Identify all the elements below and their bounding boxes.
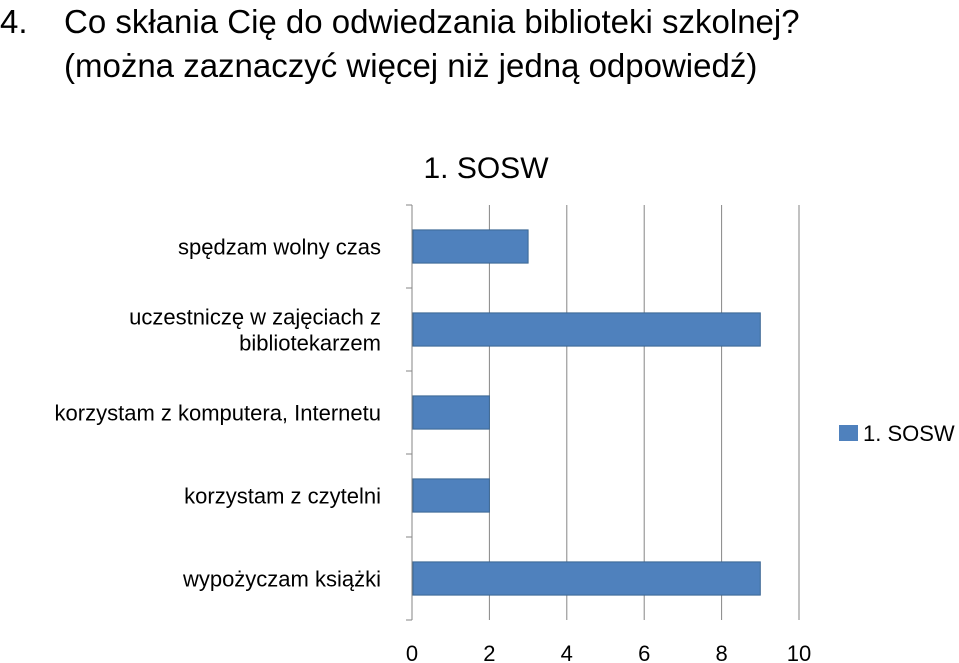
- gridlines: [488, 205, 800, 620]
- x-tick-label: 0: [406, 641, 418, 663]
- category-label: uczestniczę w zajęciach z: [129, 305, 381, 330]
- category-label: spędzam wolny czas: [178, 235, 381, 260]
- legend: 1. SOSW: [839, 421, 955, 446]
- legend-label: 1. SOSW: [863, 421, 955, 446]
- category-label: bibliotekarzem: [239, 331, 381, 356]
- category-label: korzystam z komputera, Internetu: [55, 401, 381, 426]
- slide-title: 4. Co skłania Cię do odwiedzania bibliot…: [0, 0, 959, 88]
- category-label: wypożyczam książki: [182, 567, 381, 592]
- slide-number: 4.: [0, 3, 28, 40]
- category-labels: spędzam wolny czas uczestniczę w zajęciac…: [55, 235, 381, 592]
- bar: [412, 312, 761, 347]
- x-tick-label: 4: [561, 641, 573, 663]
- bar: [412, 561, 761, 596]
- category-label: korzystam z czytelni: [184, 484, 381, 509]
- bar: [412, 395, 490, 430]
- x-tick-labels: 0 2 4 6 8 10: [406, 641, 811, 663]
- slide-title-text: Co skłania Cię do odwiedzania biblioteki…: [64, 3, 800, 40]
- chart-title: 1. SOSW: [423, 152, 549, 185]
- x-tick-label: 8: [715, 641, 727, 663]
- bar: [412, 478, 490, 513]
- bar: [412, 229, 529, 264]
- legend-swatch: [839, 425, 858, 441]
- x-tick-label: 2: [483, 641, 495, 663]
- axes: [406, 204, 413, 621]
- x-tick-label: 6: [638, 641, 650, 663]
- x-tick-label: 10: [787, 641, 811, 663]
- slide-subtitle: (można zaznaczyć więcej niż jedną odpowi…: [64, 47, 758, 84]
- bars: [412, 229, 761, 596]
- slide-title-line-1: 4. Co skłania Cię do odwiedzania bibliot…: [0, 0, 959, 44]
